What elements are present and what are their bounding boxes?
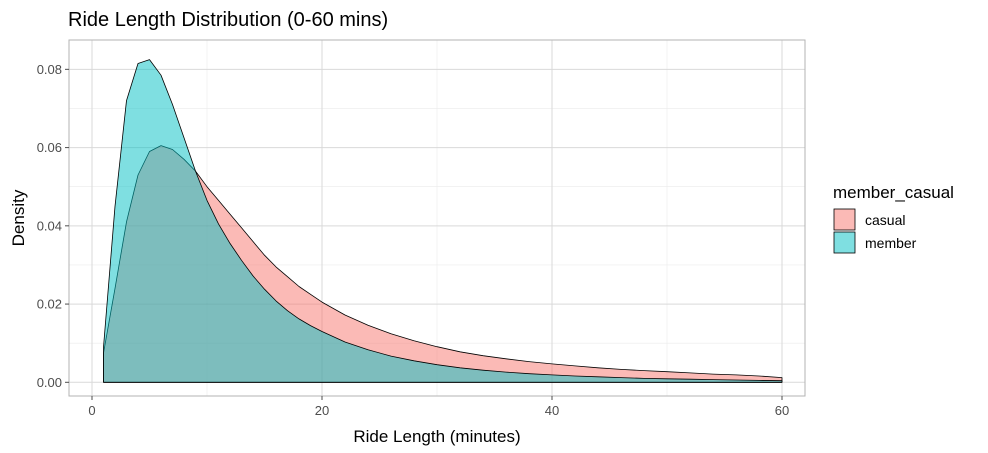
legend-key-member (833, 231, 856, 254)
legend-key-casual (833, 208, 856, 231)
plot-panel-border (68, 39, 806, 397)
y-tick-label: 0.00 (37, 375, 62, 390)
x-tick-label: 20 (315, 403, 329, 418)
legend-label-member: member (865, 235, 917, 251)
x-tick-label: 60 (775, 403, 789, 418)
x-tick-label: 0 (88, 403, 95, 418)
y-tick-label: 0.04 (37, 218, 62, 233)
y-axis-title: Density (9, 189, 28, 246)
x-axis-ticks: 0 20 40 60 (88, 396, 789, 418)
density-area-member (103, 59, 783, 383)
legend: member_casual casual member (833, 183, 954, 254)
y-tick-label: 0.06 (37, 140, 62, 155)
density-areas (103, 59, 783, 383)
legend-title: member_casual (833, 183, 954, 202)
y-axis-ticks: 0.00 0.02 0.04 0.06 0.08 (37, 62, 69, 390)
y-tick-label: 0.08 (37, 62, 62, 77)
x-tick-label: 40 (545, 403, 559, 418)
legend-label-casual: casual (865, 212, 905, 228)
chart-title: Ride Length Distribution (0-60 mins) (68, 9, 388, 31)
y-tick-label: 0.02 (37, 297, 62, 312)
x-axis-title: Ride Length (minutes) (353, 427, 520, 446)
